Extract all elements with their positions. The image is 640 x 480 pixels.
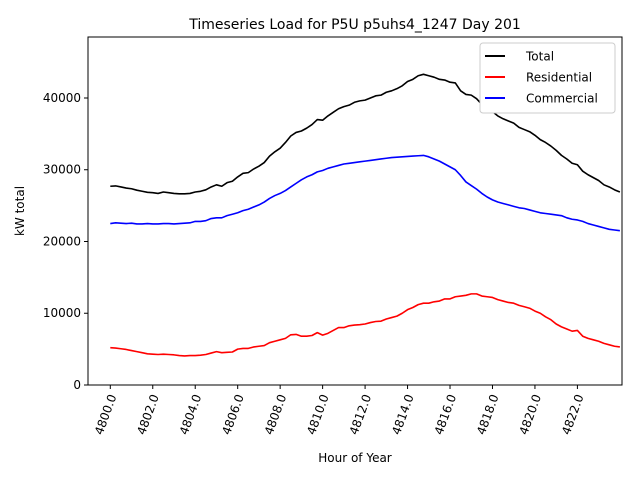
- series-line-residential: [110, 293, 620, 357]
- x-axis-label: Hour of Year: [318, 451, 392, 465]
- y-tick-label: 40000: [43, 91, 81, 105]
- y-tick-label: 30000: [43, 163, 81, 177]
- y-axis-label: kW total: [13, 186, 27, 236]
- y-tick-label: 20000: [43, 234, 81, 248]
- chart-title: Timeseries Load for P5U p5uhs4_1247 Day …: [188, 17, 521, 33]
- legend-label-total: Total: [525, 50, 554, 64]
- plot-frame: [87, 36, 623, 386]
- y-axis: 0 10000 20000 30000 40000: [43, 91, 88, 392]
- legend-label-commercial: Commercial: [526, 92, 598, 106]
- y-tick-label: 0: [73, 378, 81, 392]
- series-line-commercial: [110, 154, 620, 232]
- legend: Total Residential Commercial: [479, 42, 616, 114]
- y-tick-label: 10000: [43, 306, 81, 320]
- legend-frame: [479, 42, 616, 114]
- series-lines: [110, 73, 621, 357]
- series-line-total: [110, 73, 621, 195]
- legend-label-residential: Residential: [526, 71, 592, 85]
